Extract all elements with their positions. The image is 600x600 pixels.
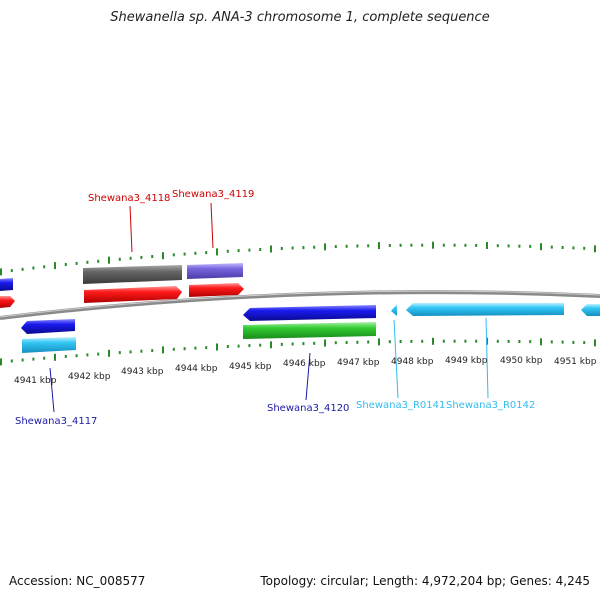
axis-label-4949: 4949 kbp <box>445 356 488 366</box>
outer-tick-ring <box>0 241 596 276</box>
chromosome-backbone-highlight <box>0 290 600 318</box>
gene-label-4117[interactable]: Shewana3_4117 <box>15 416 97 427</box>
leader-4119 <box>210 202 214 249</box>
axis-label-4950: 4950 kbp <box>500 356 543 366</box>
leader-4120 <box>305 352 311 401</box>
leader-r0142 <box>485 317 489 399</box>
gene-arrow-right-cyan[interactable] <box>581 304 600 316</box>
leader-r0141 <box>393 319 399 399</box>
axis-label-4951: 4951 kbp <box>554 357 597 367</box>
gene-label-4119[interactable]: Shewana3_4119 <box>172 189 254 200</box>
gene-arrow-left-blue-top[interactable] <box>0 278 13 291</box>
axis-label-4941: 4941 kbp <box>14 376 57 386</box>
gene-arrow-4118[interactable] <box>84 286 182 303</box>
axis-label-4945: 4945 kbp <box>229 362 272 372</box>
leader-4117 <box>49 367 55 413</box>
axis-label-4943: 4943 kbp <box>121 367 164 377</box>
gene-block-4117-inner[interactable] <box>22 337 76 353</box>
accession-text: Accession: NC_008577 <box>9 574 146 588</box>
gene-label-r0141[interactable]: Shewana3_R0141 <box>356 400 445 411</box>
gene-arrow-r0142[interactable] <box>406 303 564 316</box>
map-title: Shewanella sp. ANA-3 chromosome 1, compl… <box>110 10 490 25</box>
axis-label-4947: 4947 kbp <box>337 358 380 368</box>
axis-label-4942: 4942 kbp <box>68 372 111 382</box>
gene-block-4120-inner[interactable] <box>243 322 376 339</box>
leader-4118 <box>129 205 133 253</box>
gene-label-4118[interactable]: Shewana3_4118 <box>88 193 170 204</box>
gene-block-4119-outer[interactable] <box>187 263 243 279</box>
gene-arrow-4120[interactable] <box>243 305 376 321</box>
gene-block-4118-outer[interactable] <box>83 265 182 284</box>
axis-label-4946: 4946 kbp <box>283 359 326 369</box>
chromosome-backbone <box>0 290 600 320</box>
gene-arrow-left-red[interactable] <box>0 296 15 308</box>
axis-label-4948: 4948 kbp <box>391 357 434 367</box>
gene-arrow-4117[interactable] <box>21 319 75 334</box>
gene-arrow-4119[interactable] <box>189 283 244 297</box>
topology-summary: Topology: circular; Length: 4,972,204 bp… <box>260 574 590 588</box>
gene-label-r0142[interactable]: Shewana3_R0142 <box>446 400 535 411</box>
axis-label-4944: 4944 kbp <box>175 364 218 374</box>
gene-arrow-r0141[interactable] <box>391 304 397 316</box>
gene-label-4120[interactable]: Shewana3_4120 <box>267 403 349 414</box>
